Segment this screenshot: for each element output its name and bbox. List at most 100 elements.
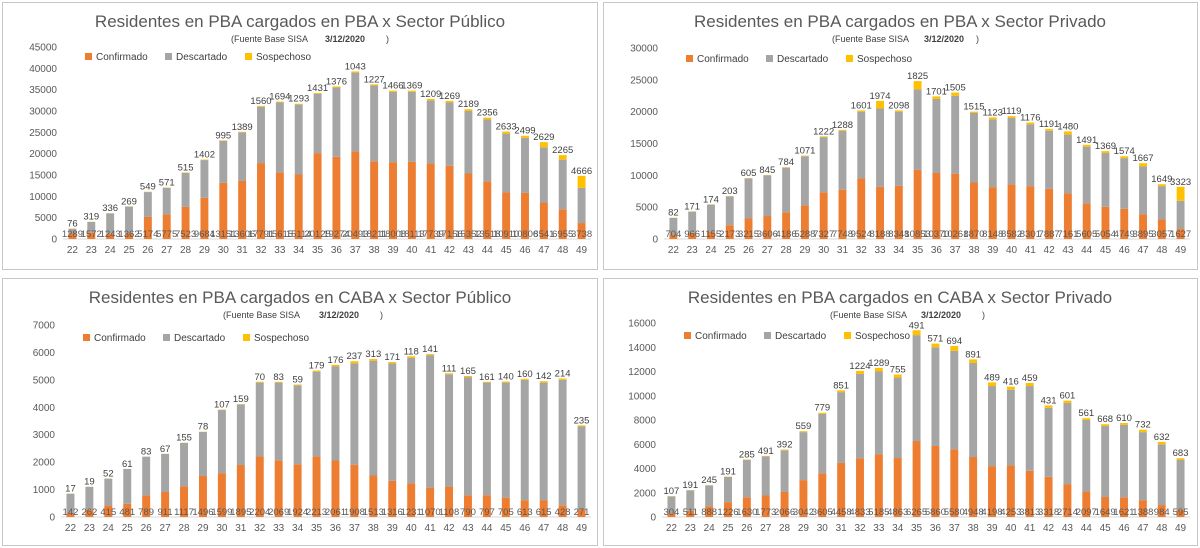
data-label-confirmado: 511	[683, 507, 698, 518]
bar-descartado	[725, 196, 734, 226]
y-tick-label: 30000	[630, 44, 658, 55]
data-label-confirmado: 5605	[1076, 229, 1097, 240]
bar-sospechoso	[857, 110, 866, 112]
x-tick-label: 43	[462, 523, 474, 534]
x-tick-label: 29	[199, 245, 211, 256]
x-tick-label: 33	[274, 245, 286, 256]
data-label-descartado: 1649	[1151, 174, 1172, 185]
x-tick-label: 36	[930, 523, 942, 534]
bar-descartado	[293, 385, 302, 465]
bar-confirmado	[1082, 491, 1091, 517]
bar-confirmado	[688, 232, 697, 239]
bar-sospechoso	[1006, 386, 1015, 390]
data-label-confirmado: 4198	[981, 507, 1002, 518]
bar-sospechoso	[1082, 144, 1091, 147]
data-label-descartado: 1293	[288, 94, 309, 105]
data-label-descartado: 559	[795, 421, 811, 432]
data-label-confirmado: 1388	[1132, 507, 1153, 518]
bar-descartado	[66, 493, 75, 514]
bar-sospechoso	[818, 412, 827, 414]
y-tick-label: 20000	[29, 149, 57, 160]
y-tick-label: 7000	[33, 321, 56, 332]
bar-sospechoso	[539, 142, 548, 148]
bar-sospechoso	[970, 111, 978, 113]
x-tick-label: 23	[86, 245, 98, 256]
bar-confirmado	[1044, 476, 1053, 517]
bar-confirmado	[819, 192, 828, 239]
data-label-descartado: 159	[233, 394, 249, 405]
chart-source-close: )	[976, 34, 979, 44]
data-label-confirmado: 8188	[869, 229, 890, 240]
x-tick-label: 42	[443, 523, 455, 534]
chart-source: (Fuente Base SISA	[830, 310, 907, 320]
data-label-descartado: 179	[309, 361, 325, 372]
x-tick-label: 32	[254, 523, 266, 534]
bar-confirmado	[66, 513, 75, 517]
bar-confirmado	[1139, 214, 1147, 239]
legend-label: Confirmado	[94, 333, 146, 344]
data-label-confirmado: 15114	[286, 229, 312, 240]
x-tick-label: 22	[666, 523, 678, 534]
x-tick-label: 29	[798, 523, 810, 534]
x-tick-label: 27	[760, 523, 772, 534]
data-label-descartado: 845	[759, 165, 775, 176]
bar-confirmado	[705, 506, 714, 517]
x-tick-label: 27	[161, 245, 173, 256]
chart-source-close: )	[982, 310, 985, 320]
bar-sospechoso	[969, 359, 978, 364]
bar-confirmado	[1176, 228, 1185, 239]
bar-descartado	[1006, 389, 1015, 466]
bar-confirmado	[463, 495, 472, 517]
bar-confirmado	[1025, 470, 1034, 517]
data-label-descartado: 52	[103, 468, 114, 479]
data-label-confirmado: 3813	[1019, 507, 1040, 518]
bar-sospechoso	[988, 117, 997, 120]
chart-svg-pba-privado: Residentes en PBA cargados en PBA x Sect…	[630, 12, 1191, 256]
bar-sospechoso	[1101, 151, 1110, 154]
data-label-descartado: 59	[292, 375, 303, 386]
data-label-descartado: 392	[777, 440, 793, 451]
legend-swatch	[686, 55, 693, 62]
bar-sospechoso	[483, 117, 492, 120]
data-label-descartado: 1491	[1076, 135, 1097, 146]
data-label-confirmado: 1649	[1095, 507, 1116, 518]
y-tick-label: 0	[652, 235, 658, 246]
x-tick-label: 23	[687, 245, 699, 256]
data-label-descartado: 111	[442, 363, 456, 374]
bar-sospechoso	[407, 90, 416, 92]
bar-sospechoso	[558, 155, 567, 160]
x-tick-label: 39	[986, 523, 998, 534]
x-tick-label: 45	[1100, 523, 1112, 534]
bar-sospechoso	[1176, 186, 1185, 201]
data-label-confirmado: 9684	[194, 229, 215, 240]
data-label-descartado: 1288	[832, 120, 853, 131]
data-label-confirmado: 4458	[831, 507, 852, 518]
legend-swatch	[85, 53, 92, 60]
data-label-confirmado: 911	[158, 507, 173, 518]
data-label-confirmado: 4749	[1114, 229, 1135, 240]
bar-confirmado	[255, 456, 264, 517]
x-tick-label: 31	[836, 523, 848, 534]
data-label-descartado: 755	[890, 365, 906, 376]
bar-confirmado	[1007, 184, 1016, 239]
data-label-confirmado: 6955	[552, 229, 573, 240]
data-label-descartado: 78	[198, 422, 209, 433]
x-tick-label: 38	[968, 245, 980, 256]
legend-swatch	[165, 53, 172, 60]
y-tick-label: 5000	[35, 213, 58, 224]
data-label-descartado: 1369	[401, 81, 422, 92]
bar-descartado	[106, 213, 115, 234]
bar-descartado	[800, 156, 809, 206]
bar-confirmado	[1063, 484, 1072, 517]
data-label-confirmado: 3895	[1132, 229, 1153, 240]
bar-descartado	[819, 137, 828, 193]
bar-sospechoso	[1063, 400, 1072, 404]
data-label-descartado: 107	[214, 400, 230, 411]
data-label-descartado: 160	[517, 369, 533, 380]
bar-confirmado	[200, 197, 209, 239]
bar-confirmado	[521, 192, 529, 239]
x-tick-label: 26	[741, 523, 753, 534]
bar-confirmado	[667, 513, 676, 517]
bar-descartado	[988, 386, 996, 467]
x-tick-label: 47	[1137, 245, 1149, 256]
